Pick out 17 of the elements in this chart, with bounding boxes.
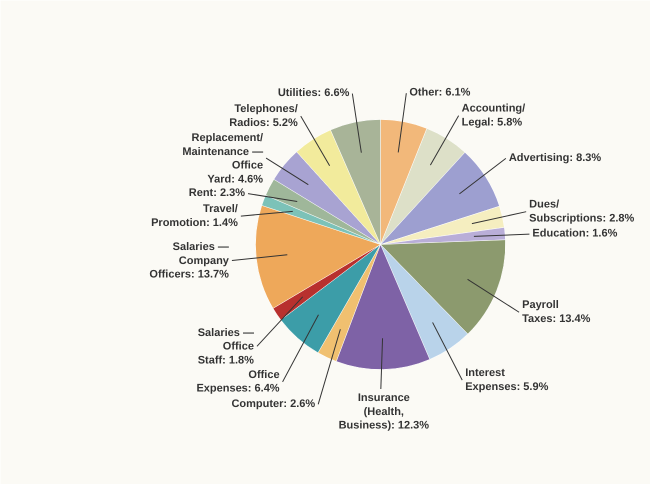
slice-label: Rent: 2.3% <box>188 187 246 200</box>
slice-label: Education: 1.6% <box>532 228 618 240</box>
slice-label: Dues/Subscriptions: 2.8% <box>529 198 635 224</box>
slice-label: Payroll Taxes: 13.4% <box>522 299 591 326</box>
slice-label: Travel/Promotion: 1.4% <box>151 203 238 229</box>
slice-label: Computer: 2.6% <box>231 398 316 410</box>
slice-label: Accounting/Legal: 5.8% <box>462 102 526 128</box>
slice-label: Advertising: 8.3% <box>508 152 602 164</box>
slice-label: Replacement/Maintenance — Office Yard: 4.6% <box>182 132 264 186</box>
slice-label: Office Expenses: 6.4% <box>196 368 280 395</box>
slice-label: Insurance (Health, Business): 12.3% <box>338 392 430 432</box>
slice-label: Interest Expenses: 5.9% <box>465 367 549 393</box>
slice-label: Other: 6.1% <box>409 86 471 99</box>
slice-label: Telephones/Radios: 5.2% <box>229 103 298 129</box>
slice-label: Salaries — Office Staff: 1.8% <box>198 326 254 366</box>
slice-label: Salaries — Company Officers: 13.7% <box>149 241 230 281</box>
slice-label: Utilities: 6.6% <box>278 87 350 100</box>
